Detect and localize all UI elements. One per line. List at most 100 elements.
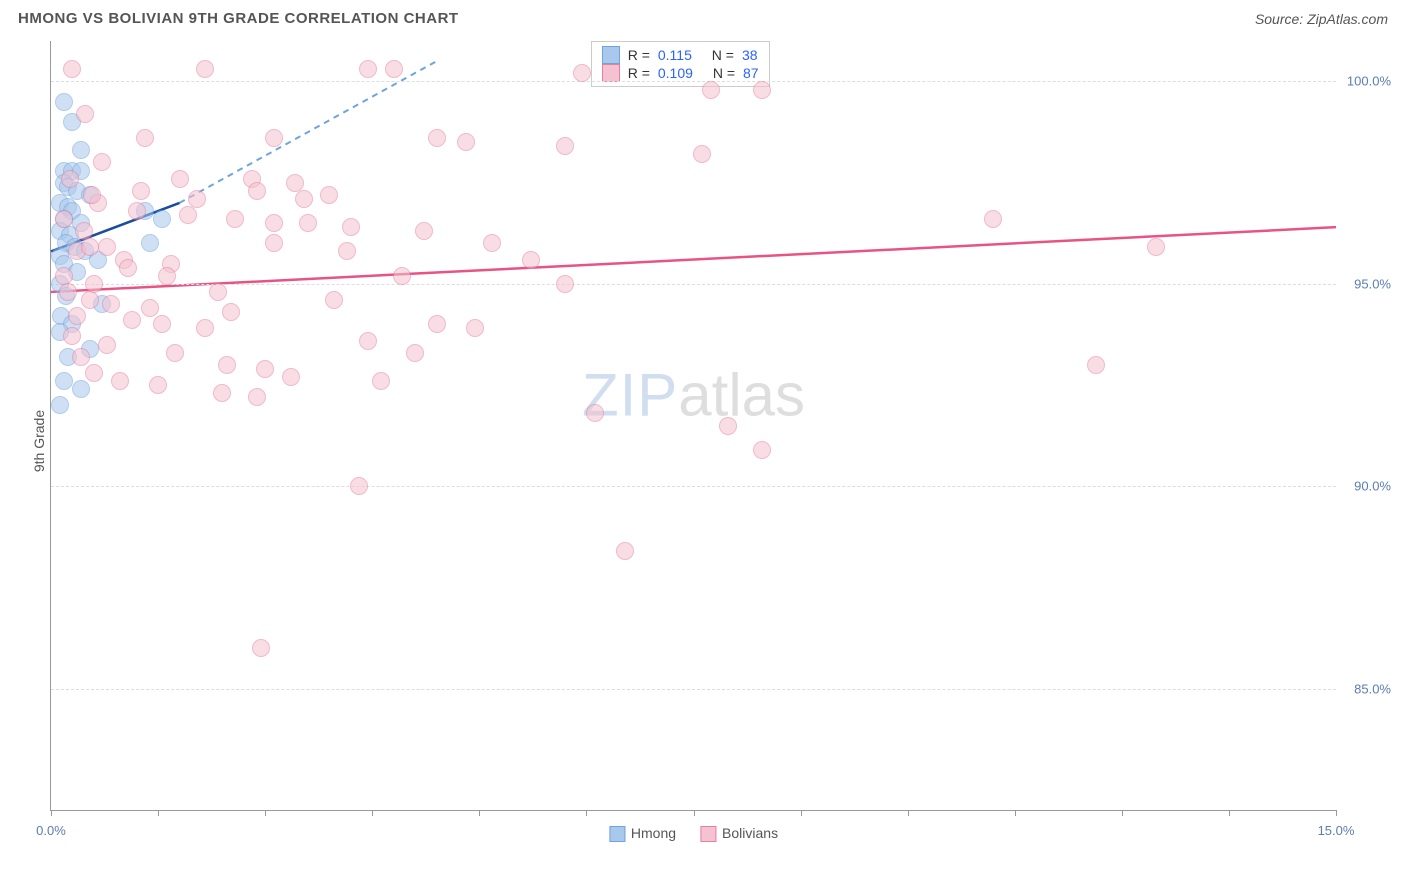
legend: Hmong Bolivians [609,825,778,842]
gridline [51,689,1336,690]
gridline [51,284,1336,285]
x-tick [1336,810,1337,816]
data-point [428,129,446,147]
data-point [282,368,300,386]
plot-outer: 9th Grade ZIPatlas R = 0.115 N = 38 R = [10,31,1396,851]
data-point [556,275,574,293]
data-point [158,267,176,285]
x-tick [51,810,52,816]
legend-swatch [700,826,716,842]
x-tick-label: 15.0% [1318,823,1355,838]
data-point [984,210,1002,228]
data-point [98,336,116,354]
data-point [385,60,403,78]
data-point [372,372,390,390]
data-point [350,477,368,495]
x-tick [479,810,480,816]
data-point [218,356,236,374]
x-tick [1015,810,1016,816]
data-point [265,214,283,232]
x-tick [694,810,695,816]
corr-n-label: N = [713,65,735,81]
gridline [51,486,1336,487]
data-point [83,186,101,204]
data-point [466,319,484,337]
x-tick [372,810,373,816]
data-point [248,182,266,200]
data-point [719,417,737,435]
watermark-part2: atlas [678,361,805,428]
corr-n-value: 38 [742,47,758,63]
x-tick [158,810,159,816]
data-point [209,283,227,301]
data-point [222,303,240,321]
data-point [51,396,69,414]
y-tick-label: 90.0% [1341,479,1391,494]
y-axis-label: 9th Grade [31,410,47,472]
data-point [573,64,591,82]
data-point [72,348,90,366]
data-point [63,327,81,345]
corr-swatch [602,64,620,82]
y-tick-label: 100.0% [1341,74,1391,89]
legend-item: Hmong [609,825,676,842]
data-point [295,190,313,208]
data-point [179,206,197,224]
data-point [171,170,189,188]
corr-r-value: 0.109 [658,65,693,81]
data-point [522,251,540,269]
data-point [61,170,79,188]
corr-swatch [602,46,620,64]
data-point [753,81,771,99]
corr-r-label: R = [628,65,650,81]
data-point [153,315,171,333]
corr-row: R = 0.115 N = 38 [602,46,759,64]
x-tick [801,810,802,816]
gridline [51,81,1336,82]
data-point [483,234,501,252]
data-point [256,360,274,378]
data-point [393,267,411,285]
data-point [320,186,338,204]
plot-area: ZIPatlas R = 0.115 N = 38 R = 0.109 [50,41,1336,811]
watermark: ZIPatlas [582,360,805,429]
legend-label: Hmong [631,825,676,841]
data-point [55,93,73,111]
data-point [55,267,73,285]
x-tick-label: 0.0% [36,823,66,838]
data-point [556,137,574,155]
data-point [1147,238,1165,256]
corr-r-label: R = [628,47,650,63]
data-point [141,234,159,252]
data-point [693,145,711,163]
data-point [59,283,77,301]
data-point [149,376,167,394]
data-point [248,388,266,406]
data-point [72,380,90,398]
data-point [196,60,214,78]
data-point [98,238,116,256]
data-point [265,234,283,252]
legend-swatch [609,826,625,842]
chart-title: HMONG VS BOLIVIAN 9TH GRADE CORRELATION … [18,10,459,27]
data-point [119,259,137,277]
data-point [76,105,94,123]
x-tick [908,810,909,816]
data-point [226,210,244,228]
data-point [338,242,356,260]
data-point [702,81,720,99]
data-point [85,364,103,382]
data-point [132,182,150,200]
data-point [616,542,634,560]
data-point [265,129,283,147]
data-point [111,372,129,390]
data-point [753,441,771,459]
data-point [213,384,231,402]
data-point [406,344,424,362]
data-point [252,639,270,657]
data-point [457,133,475,151]
x-tick [1229,810,1230,816]
data-point [128,202,146,220]
data-point [123,311,141,329]
x-tick [1122,810,1123,816]
